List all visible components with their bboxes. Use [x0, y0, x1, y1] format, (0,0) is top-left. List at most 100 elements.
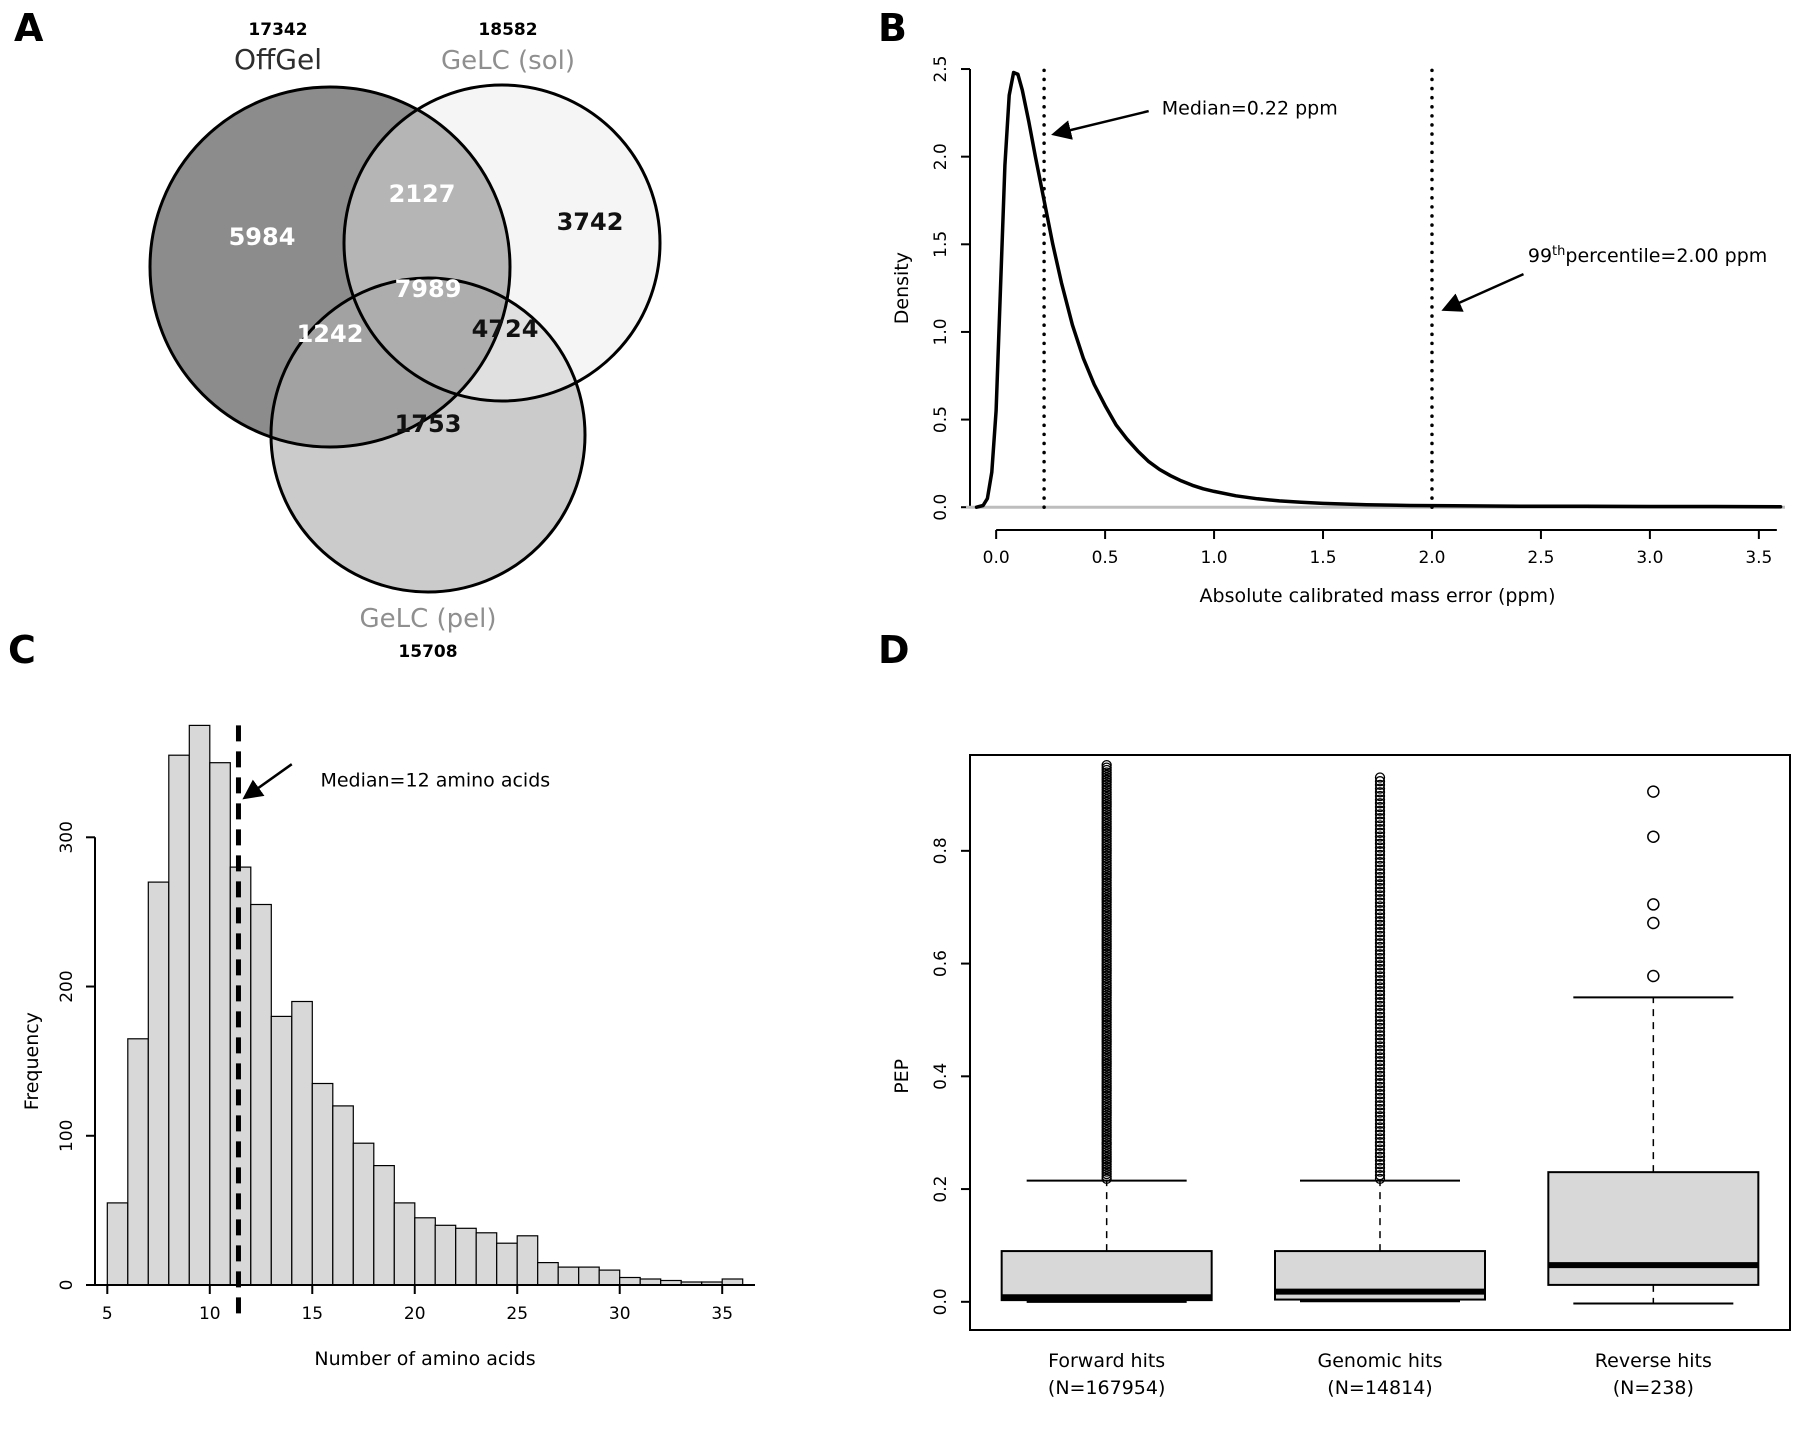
venn-count-sol_only: 3742: [557, 208, 624, 236]
x-tick-label: 2.5: [1527, 548, 1554, 568]
outlier-point: [1374, 985, 1386, 997]
outlier-point: [1647, 969, 1660, 983]
outlier-point: [1374, 801, 1386, 813]
outlier-point: [1374, 798, 1386, 809]
x-tick-label: 0.5: [1092, 548, 1119, 568]
y-axis-title: Density: [891, 252, 913, 324]
y-tick-label: 2.0: [931, 143, 951, 170]
panel-letter-b: B: [878, 6, 907, 50]
outlier-point: [1374, 1004, 1386, 1015]
x-tick-label: 20: [404, 1304, 426, 1324]
group-label: Forward hits: [1048, 1350, 1165, 1372]
outlier-point: [1374, 1089, 1386, 1100]
outlier-point: [1374, 860, 1386, 872]
outlier-point: [1374, 1096, 1386, 1107]
outlier-point: [1374, 1162, 1386, 1174]
outlier-point: [1374, 1008, 1386, 1019]
outlier-point: [1374, 982, 1386, 993]
outlier-point: [1374, 834, 1386, 846]
venn-count-offgel_only: 5984: [229, 223, 296, 251]
y-tick-label: 0.5: [931, 406, 951, 433]
outlier-point: [1374, 820, 1386, 831]
outlier-point: [1374, 1107, 1386, 1118]
histogram-bar: [352, 1142, 375, 1286]
group-n-label: (N=14814): [1327, 1377, 1432, 1399]
outlier-point: [1374, 1074, 1386, 1085]
outlier-point: [1374, 930, 1386, 942]
histogram-bar: [537, 1261, 559, 1286]
outlier-point: [1374, 949, 1386, 960]
outlier-point: [1374, 868, 1386, 879]
outlier-point: [1374, 823, 1386, 835]
outlier-point: [1647, 785, 1660, 798]
outlier-point: [1374, 967, 1386, 978]
outlier-point: [1374, 952, 1386, 964]
outlier-point: [1374, 960, 1386, 971]
venn-total-pel: 15708: [398, 642, 457, 662]
outlier-point: [1374, 1125, 1386, 1137]
venn-count-pel_only: 1753: [395, 410, 462, 438]
panel-letter-a: A: [14, 6, 44, 50]
group-n-label: (N=167954): [1048, 1377, 1166, 1399]
outlier-point: [1374, 1173, 1386, 1185]
outlier-point: [1374, 1048, 1386, 1059]
histogram-bar: [455, 1227, 477, 1286]
outlier-point: [1374, 1059, 1386, 1070]
outlier-point: [1374, 831, 1386, 842]
outlier-point: [1374, 849, 1386, 861]
venn-count-sol_pel: 4724: [472, 315, 539, 343]
outlier-point: [1374, 827, 1386, 838]
outlier-point: [1374, 790, 1386, 802]
y-tick-label: 300: [57, 821, 77, 853]
x-tick-label: 1.0: [1201, 548, 1228, 568]
histogram-bar: [516, 1235, 539, 1286]
y-tick-label: 0.6: [931, 950, 951, 977]
histogram-bar: [619, 1276, 641, 1286]
outlier-point: [1374, 1166, 1386, 1177]
outlier-point: [1374, 1136, 1386, 1148]
venn-name-offgel: OffGel: [234, 43, 322, 76]
boxplot-panel: 0.0 0.2 0.4 0.6 0.8 PEP Forward hits (N=167954)…: [891, 754, 1791, 1399]
outlier-point: [1374, 989, 1386, 1000]
outlier-point: [1374, 1100, 1386, 1111]
outlier-point: [1374, 1118, 1386, 1129]
outlier-point: [1374, 838, 1386, 849]
group-label: Reverse hits: [1595, 1350, 1712, 1372]
x-tick-label: 5: [102, 1304, 113, 1324]
annotation-text: Median=0.22 ppm: [1162, 98, 1338, 120]
annotation-text: 99thpercentile=2.00 ppm: [1528, 244, 1767, 267]
y-tick-label: 1.0: [931, 318, 951, 345]
venn-total-sol: 18582: [478, 20, 537, 40]
outlier-point: [1374, 901, 1386, 912]
outlier-point: [1374, 809, 1386, 820]
x-tick-label: 3.0: [1636, 548, 1663, 568]
outlier-point: [1374, 938, 1386, 949]
venn-name-pel: GeLC (pel): [359, 604, 496, 634]
outlier-point: [1374, 1055, 1386, 1067]
x-tick-label: 25: [506, 1304, 528, 1324]
density-plot: 0.0 0.5 1.0 1.5 2.0 2.5 3.0 3.5 Absolute calibra…: [891, 55, 1785, 607]
histogram-bar: [414, 1217, 436, 1286]
outlier-point: [1374, 904, 1386, 916]
x-tick-label: 0.0: [983, 548, 1010, 568]
outlier-point: [1374, 1081, 1386, 1093]
outlier-point: [1374, 779, 1386, 791]
x-tick-label: 30: [609, 1304, 631, 1324]
outlier-point: [1374, 1015, 1386, 1026]
outlier-point: [1374, 934, 1386, 945]
y-tick-label: 0: [57, 1280, 77, 1291]
x-tick-label: 2.0: [1418, 548, 1445, 568]
y-tick-label: 100: [57, 1120, 77, 1152]
outlier-point: [1647, 916, 1660, 930]
outlier-point: [1374, 1122, 1386, 1133]
outlier-point: [1374, 875, 1386, 886]
outlier-point: [1374, 897, 1386, 908]
outlier-point: [1374, 927, 1386, 938]
outlier-point: [1374, 1170, 1386, 1181]
venn-count-center: 7989: [395, 275, 462, 303]
outlier-point: [1374, 1151, 1386, 1162]
histogram-bar: [393, 1202, 416, 1286]
y-axis-title: Frequency: [21, 1012, 43, 1110]
outlier-point: [1374, 787, 1386, 798]
